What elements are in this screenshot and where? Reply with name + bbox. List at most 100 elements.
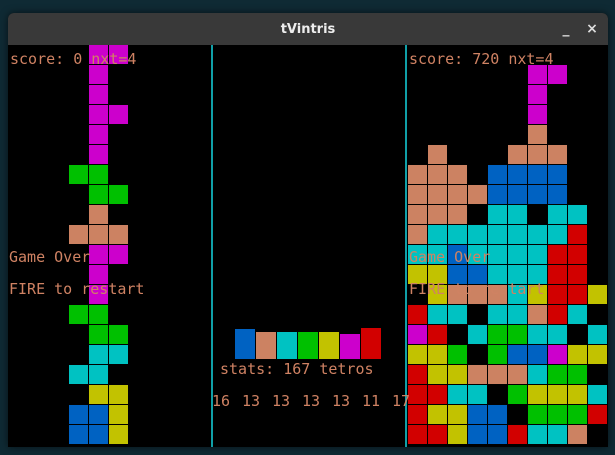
block-cell bbox=[408, 365, 427, 384]
block-cell bbox=[428, 145, 447, 164]
block-cell bbox=[89, 345, 108, 364]
block-cell bbox=[448, 265, 467, 284]
block-cell bbox=[468, 185, 487, 204]
block-cell bbox=[109, 325, 128, 344]
block-cell bbox=[408, 205, 427, 224]
block-cell bbox=[89, 205, 108, 224]
block-cell bbox=[89, 305, 108, 324]
block-cell bbox=[548, 425, 567, 444]
block-cell bbox=[89, 125, 108, 144]
block-cell bbox=[508, 185, 527, 204]
block-cell bbox=[448, 365, 467, 384]
block-cell bbox=[109, 405, 128, 424]
block-cell bbox=[89, 265, 108, 284]
block-cell bbox=[528, 365, 547, 384]
block-cell bbox=[448, 225, 467, 244]
block-cell bbox=[528, 145, 547, 164]
block-cell bbox=[528, 425, 547, 444]
block-cell bbox=[69, 425, 88, 444]
game-window: tVintris _ × stats: 167 tetros 16 13 13 13 1… bbox=[8, 13, 608, 447]
block-cell bbox=[428, 205, 447, 224]
block-cell bbox=[548, 145, 567, 164]
block-cell bbox=[89, 185, 108, 204]
block-cell bbox=[548, 165, 567, 184]
block-cell bbox=[528, 185, 547, 204]
block-cell bbox=[508, 325, 527, 344]
block-cell bbox=[408, 305, 427, 324]
block-cell bbox=[488, 305, 507, 324]
block-cell bbox=[568, 345, 587, 364]
block-cell bbox=[428, 265, 447, 284]
block-cell bbox=[89, 165, 108, 184]
minimize-button[interactable]: _ bbox=[562, 21, 570, 37]
block-cell bbox=[428, 365, 447, 384]
block-cell bbox=[428, 325, 447, 344]
block-cell bbox=[508, 245, 527, 264]
block-cell bbox=[448, 385, 467, 404]
block-cell bbox=[408, 345, 427, 364]
block-cell bbox=[568, 405, 587, 424]
left-score: score: 0 nxt=4 bbox=[10, 50, 137, 68]
block-cell bbox=[488, 245, 507, 264]
left-game-over: Game Over bbox=[9, 248, 91, 266]
stats-count: 13 bbox=[242, 392, 261, 410]
block-cell bbox=[69, 405, 88, 424]
block-cell bbox=[428, 225, 447, 244]
block-cell bbox=[468, 385, 487, 404]
block-cell bbox=[448, 305, 467, 324]
block-cell bbox=[528, 385, 547, 404]
block-cell bbox=[568, 425, 587, 444]
block-cell bbox=[488, 205, 507, 224]
stats-count: 16 bbox=[212, 392, 231, 410]
block-cell bbox=[408, 185, 427, 204]
block-cell bbox=[69, 225, 88, 244]
block-cell bbox=[508, 345, 527, 364]
block-cell bbox=[448, 245, 467, 264]
block-cell bbox=[468, 225, 487, 244]
stats-count: 13 bbox=[302, 392, 321, 410]
block-cell bbox=[568, 285, 587, 304]
block-cell bbox=[448, 205, 467, 224]
block-cell bbox=[109, 185, 128, 204]
stats-count: 17 bbox=[392, 392, 411, 410]
block-cell bbox=[468, 365, 487, 384]
block-cell bbox=[528, 125, 547, 144]
block-cell bbox=[448, 285, 467, 304]
block-cell bbox=[568, 265, 587, 284]
right-board bbox=[408, 45, 608, 445]
title-bar: tVintris _ × bbox=[8, 13, 608, 45]
block-cell bbox=[428, 165, 447, 184]
block-cell bbox=[428, 345, 447, 364]
block-cell bbox=[528, 345, 547, 364]
block-cell bbox=[109, 225, 128, 244]
block-cell bbox=[428, 185, 447, 204]
stats-bars bbox=[235, 319, 385, 359]
left-restart-hint: FIRE to restart bbox=[9, 280, 145, 298]
block-cell bbox=[548, 385, 567, 404]
block-cell bbox=[528, 105, 547, 124]
block-cell bbox=[548, 365, 567, 384]
block-cell bbox=[69, 365, 88, 384]
block-cell bbox=[89, 45, 108, 64]
block-cell bbox=[488, 225, 507, 244]
block-cell bbox=[508, 425, 527, 444]
block-cell bbox=[89, 285, 108, 304]
block-cell bbox=[568, 365, 587, 384]
block-cell bbox=[548, 265, 567, 284]
block-cell bbox=[568, 385, 587, 404]
close-button[interactable]: × bbox=[586, 21, 598, 37]
block-cell bbox=[548, 185, 567, 204]
block-cell bbox=[548, 205, 567, 224]
block-cell bbox=[588, 405, 607, 424]
block-cell bbox=[408, 225, 427, 244]
block-cell bbox=[548, 325, 567, 344]
block-cell bbox=[588, 345, 607, 364]
block-cell bbox=[89, 105, 108, 124]
block-cell bbox=[89, 405, 108, 424]
block-cell bbox=[528, 85, 547, 104]
right-score: score: 720 nxt=4 bbox=[409, 50, 554, 68]
block-cell bbox=[588, 285, 607, 304]
right-restart-hint: FIRE to restart bbox=[409, 280, 545, 298]
block-cell bbox=[89, 85, 108, 104]
block-cell bbox=[468, 325, 487, 344]
